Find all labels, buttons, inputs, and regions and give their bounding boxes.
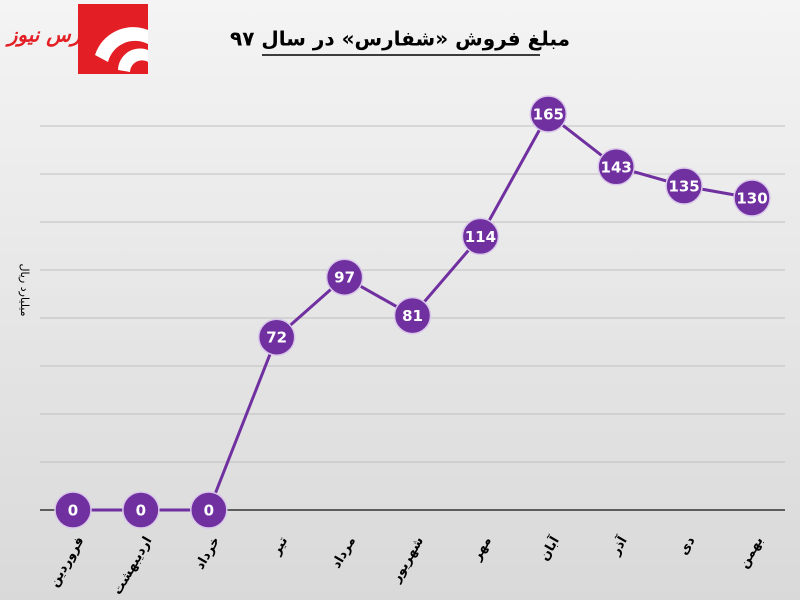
point (190, 491, 228, 529)
data-label: 0 (68, 502, 78, 520)
logo-swoosh (95, 27, 148, 62)
logo-text: بورس نیوز (5, 23, 97, 48)
data-label: 97 (334, 269, 355, 287)
logo: بورس نیوز (5, 4, 148, 74)
data-label: 72 (266, 329, 287, 347)
y-axis-label: میلیارد ریال (18, 264, 31, 317)
data-label: 130 (736, 190, 767, 208)
point (461, 217, 500, 256)
point (733, 179, 771, 217)
chart-title: مبلغ فروش «شفارس» در سال ۹۷ (230, 27, 570, 51)
point (257, 318, 296, 356)
data-label: 114 (465, 228, 496, 246)
point (665, 167, 703, 205)
data-label: 165 (533, 106, 564, 124)
logo-swoosh (118, 48, 148, 72)
data-label: 0 (136, 502, 146, 520)
point (597, 148, 635, 186)
point (54, 491, 92, 529)
point (529, 95, 568, 133)
point (393, 296, 432, 335)
point (325, 258, 364, 296)
data-label: 81 (402, 307, 423, 325)
data-label: 135 (668, 178, 699, 196)
data-label: 143 (601, 158, 632, 176)
point (122, 491, 160, 529)
data-label: 0 (204, 502, 214, 520)
